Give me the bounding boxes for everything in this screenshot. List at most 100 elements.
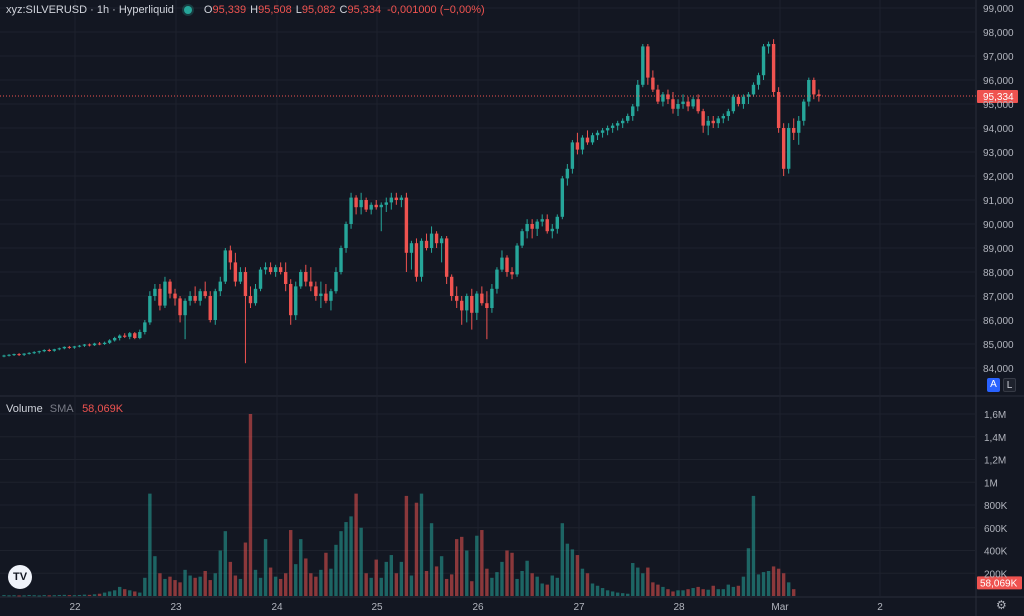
low-value: 95,082 xyxy=(301,4,336,16)
volume-label: Volume xyxy=(6,403,43,415)
candle-body xyxy=(716,118,720,124)
gear-icon[interactable]: ⚙ xyxy=(996,598,1007,612)
volume-bar xyxy=(253,569,258,596)
candle-body xyxy=(631,106,635,116)
volume-bar xyxy=(535,576,539,596)
price-tick-label: 99,000 xyxy=(983,4,1014,15)
candle-body xyxy=(424,240,429,248)
volume-bar xyxy=(676,590,680,596)
time-tick-label: 2 xyxy=(877,602,883,613)
volume-bar xyxy=(117,586,122,596)
candle-body xyxy=(495,269,499,289)
volume-legend[interactable]: Volume SMA 58,069K xyxy=(6,403,123,415)
high-value: 95,508 xyxy=(258,4,292,16)
log-scale-button[interactable]: L xyxy=(1003,378,1016,392)
volume-bar xyxy=(294,564,298,596)
auto-scale-button[interactable]: A xyxy=(987,378,1000,392)
candle-body xyxy=(646,46,650,78)
volume-bar xyxy=(751,495,756,596)
volume-bar xyxy=(47,595,51,597)
time-tick-label: 28 xyxy=(673,602,685,613)
volume-bar xyxy=(661,586,665,596)
symbol-title[interactable]: xyz:SILVERUSD · 1h · Hyperliquid xyxy=(6,4,174,16)
volume-bar xyxy=(67,595,72,597)
price-tick-label: 98,000 xyxy=(983,28,1014,39)
volume-bar xyxy=(505,550,509,596)
candle-body xyxy=(776,92,781,128)
candle-body xyxy=(651,77,655,90)
volume-bar xyxy=(414,502,419,596)
candle-body xyxy=(148,296,152,323)
price-tick-label: 88,000 xyxy=(983,268,1014,279)
candle-body xyxy=(213,291,217,320)
candle-body xyxy=(22,353,26,355)
candle-body xyxy=(359,200,363,208)
volume-bar xyxy=(706,589,710,596)
candle-body xyxy=(661,94,665,102)
volume-bar xyxy=(329,568,333,596)
candle-body xyxy=(97,343,102,345)
candle-body xyxy=(228,250,233,263)
candle-body xyxy=(626,116,630,121)
volume-bar xyxy=(364,573,368,596)
volume-bar xyxy=(716,589,720,596)
price-tick-label: 97,000 xyxy=(983,52,1014,63)
candle-body xyxy=(384,202,388,205)
price-tick-label: 84,000 xyxy=(983,364,1014,375)
candle-body xyxy=(751,84,756,95)
candle-body xyxy=(475,293,479,313)
candle-body xyxy=(52,349,56,351)
volume-bar xyxy=(354,493,358,596)
candle-body xyxy=(409,243,414,253)
volume-bar xyxy=(465,550,469,596)
volume-sma-value: 58,069K xyxy=(82,403,124,415)
candle-body xyxy=(339,248,343,272)
candle-body xyxy=(460,300,464,311)
volume-bar xyxy=(369,577,373,596)
tradingview-logo[interactable]: TV xyxy=(8,565,32,589)
candle-body xyxy=(439,238,444,244)
volume-tick-label: 1,6M xyxy=(984,410,1006,421)
candle-body xyxy=(349,197,353,224)
candle-body xyxy=(314,286,318,296)
volume-bar xyxy=(636,567,640,596)
candle-body xyxy=(711,120,715,124)
candle-body xyxy=(615,123,620,126)
time-tick-label: 25 xyxy=(371,602,383,613)
time-tick-label: 22 xyxy=(69,602,81,613)
last-price-label: 95,334 xyxy=(983,92,1014,103)
candle-body xyxy=(117,335,122,338)
candle-body xyxy=(449,276,454,296)
volume-bar xyxy=(248,414,253,596)
candle-body xyxy=(379,204,383,208)
volume-bar xyxy=(278,578,283,596)
candle-body xyxy=(273,267,278,272)
volume-bar xyxy=(455,539,459,596)
volume-bar xyxy=(786,582,791,596)
volume-bar xyxy=(22,595,26,597)
volume-bar xyxy=(128,590,132,596)
candle-body xyxy=(248,296,253,304)
candle-body xyxy=(414,243,419,277)
volume-bar xyxy=(439,556,444,596)
candle-body xyxy=(128,333,132,337)
volume-bar xyxy=(641,573,645,596)
volume-bar xyxy=(52,595,56,597)
volume-bar xyxy=(102,592,107,596)
volume-bar xyxy=(560,523,565,596)
candle-body xyxy=(2,355,6,357)
volume-bar xyxy=(470,581,474,596)
volume-bar xyxy=(77,594,82,596)
candle-body xyxy=(756,75,761,85)
volume-bar xyxy=(268,567,273,596)
candlestick-series xyxy=(2,39,821,364)
candle-body xyxy=(138,332,142,338)
volume-bar xyxy=(394,573,399,596)
candle-body xyxy=(153,288,157,296)
volume-bar xyxy=(57,594,62,596)
volume-bar xyxy=(12,595,16,597)
candle-body xyxy=(304,272,308,282)
candle-body xyxy=(404,197,409,253)
